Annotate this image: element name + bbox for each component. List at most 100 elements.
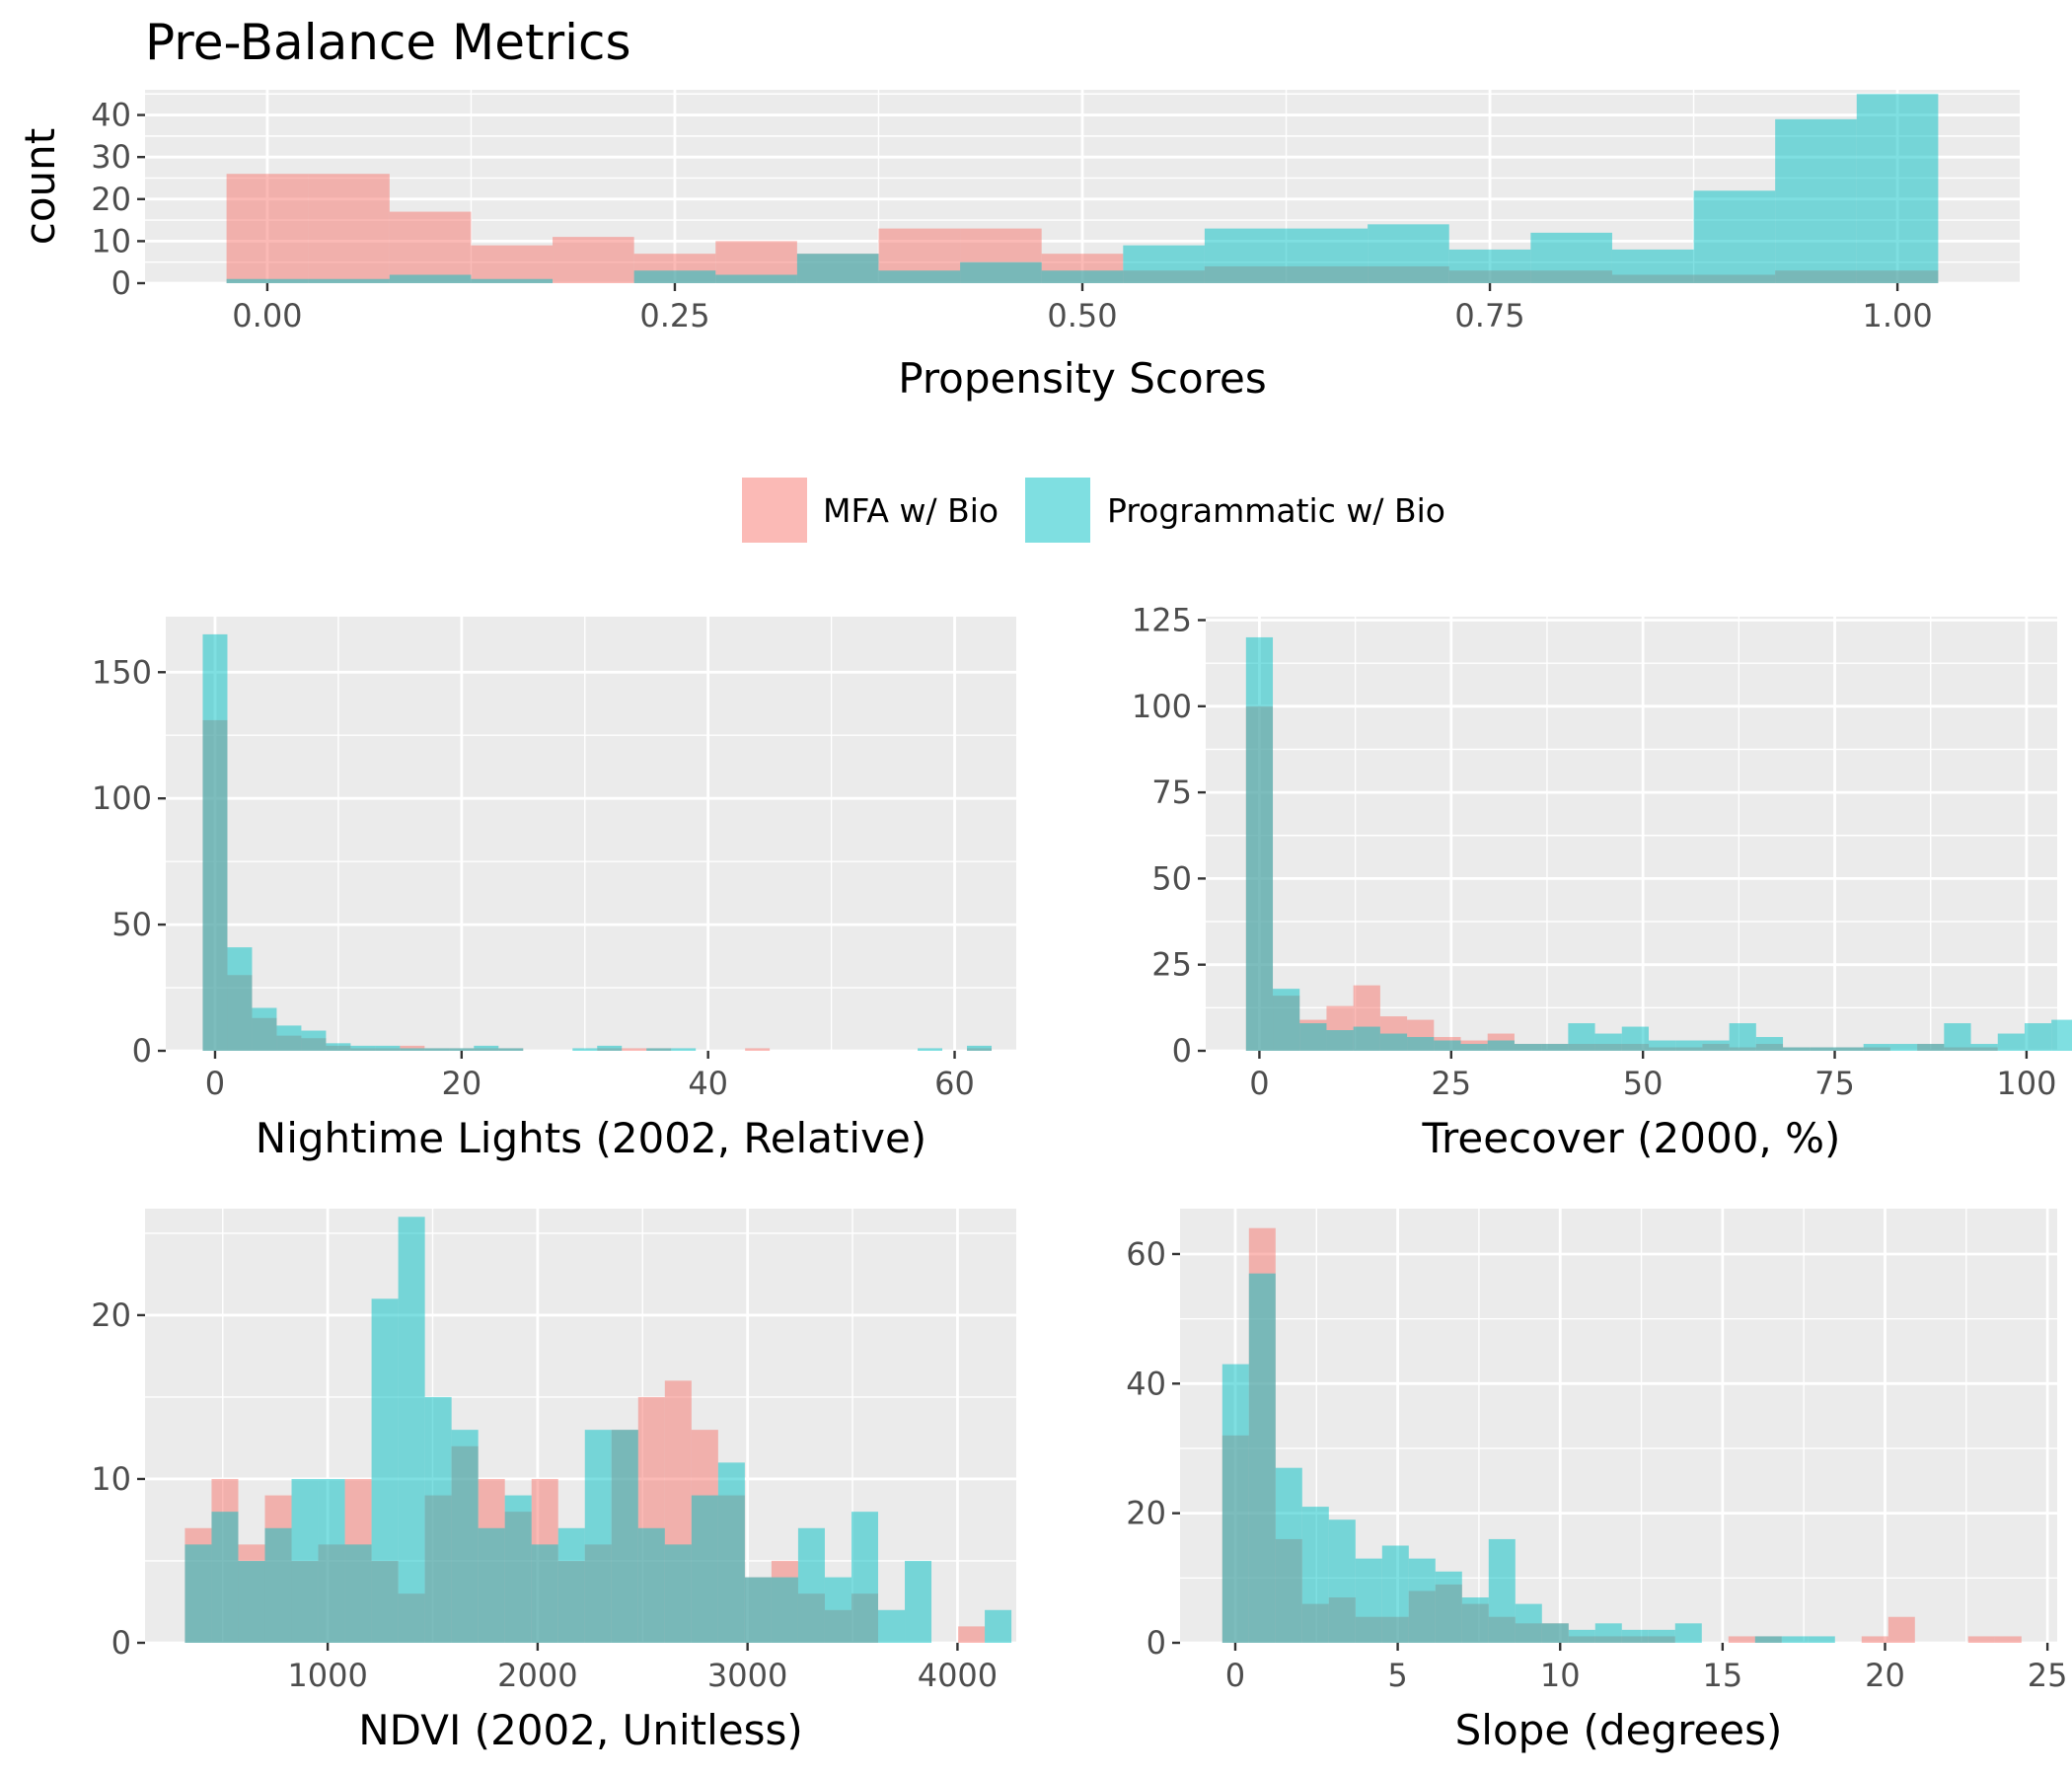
histogram-bar-programmatic — [227, 947, 253, 1051]
y-tick-label: 0 — [1147, 1624, 1166, 1662]
histogram-bar-mfa — [389, 211, 472, 283]
x-tick-label: 3000 — [707, 1657, 787, 1694]
histogram-bar-programmatic — [1754, 1636, 1782, 1643]
histogram-bar-programmatic — [744, 1577, 772, 1643]
histogram-bar-programmatic — [1970, 1044, 1998, 1051]
histogram-bar-programmatic — [1326, 1030, 1354, 1051]
y-tick-label: 100 — [1132, 688, 1192, 725]
histogram-bar-programmatic — [1808, 1636, 1835, 1643]
histogram-bar-programmatic — [1648, 1040, 1676, 1051]
y-tick-label: 20 — [1126, 1495, 1166, 1532]
histogram-bar-mfa — [958, 1626, 986, 1643]
histogram-bar-programmatic — [1204, 228, 1287, 283]
histogram-bar-programmatic — [557, 1527, 585, 1643]
histogram-bar-programmatic — [1515, 1603, 1542, 1643]
histogram-bar-programmatic — [796, 254, 879, 283]
x-tick-label: 2000 — [497, 1657, 577, 1694]
histogram-bar-programmatic — [371, 1298, 399, 1643]
legend-key-mfa — [742, 478, 807, 543]
y-tick-label: 60 — [1126, 1235, 1166, 1273]
histogram-bar-programmatic — [1248, 1273, 1276, 1643]
histogram-bar-programmatic — [471, 278, 554, 283]
y-tick-label: 30 — [91, 138, 131, 176]
histogram-bar-programmatic — [611, 1430, 638, 1643]
histogram-bar-programmatic — [664, 1544, 692, 1643]
x-tick-label: 100 — [1996, 1065, 2056, 1102]
histogram-bar-programmatic — [1530, 232, 1612, 283]
histogram-bar-programmatic — [424, 1048, 450, 1051]
histogram-bar-programmatic — [185, 1544, 212, 1643]
y-tick-label: 0 — [111, 1624, 131, 1662]
histogram-bar-mfa — [1728, 1636, 1755, 1643]
histogram-bar-programmatic — [1275, 1467, 1302, 1643]
histogram-bar-programmatic — [1755, 1037, 1784, 1051]
histogram-bar-programmatic — [1594, 1623, 1622, 1643]
x-tick-label: 20 — [441, 1065, 481, 1102]
x-tick-label: 10 — [1540, 1657, 1581, 1694]
histogram-bar-programmatic — [202, 633, 228, 1051]
histogram-bar-programmatic — [1514, 1044, 1542, 1051]
y-tick-label: 10 — [91, 222, 131, 259]
histogram-bar-programmatic — [1693, 190, 1776, 283]
x-axis-title: Treecover (2000, %) — [1422, 1114, 1841, 1162]
histogram-bar-programmatic — [918, 1048, 943, 1051]
figure-title: Pre-Balance Metrics — [145, 14, 631, 71]
panel-3: 0 25 50 75 100 0 25 50 75 100 125 Treecover (2000, … — [1132, 601, 2072, 1162]
histogram-bar-programmatic — [715, 274, 797, 283]
x-tick-label: 0.50 — [1047, 297, 1117, 334]
histogram-bar-programmatic — [1460, 1044, 1488, 1051]
histogram-bar-programmatic — [238, 1560, 265, 1643]
histogram-bar-programmatic — [691, 1495, 718, 1643]
histogram-bar-programmatic — [1674, 1623, 1702, 1643]
series-programmatic — [202, 633, 993, 1051]
histogram-bar-programmatic — [1355, 1558, 1382, 1643]
histogram-bar-programmatic — [1221, 1364, 1249, 1643]
y-tick-label: 40 — [1126, 1365, 1166, 1402]
histogram-bar-programmatic — [498, 1048, 524, 1051]
histogram-bar-programmatic — [797, 1527, 825, 1643]
histogram-bar-programmatic — [1856, 94, 1939, 284]
histogram-bar-programmatic — [1621, 1026, 1649, 1051]
histogram-bar-programmatic — [1123, 245, 1205, 283]
x-tick-label: 4000 — [918, 1657, 998, 1694]
x-tick-label: 5 — [1387, 1657, 1407, 1694]
histogram-bar-programmatic — [301, 1030, 327, 1051]
histogram-bar-programmatic — [478, 1527, 505, 1643]
histogram-bar-programmatic — [633, 270, 716, 283]
histogram-bar-programmatic — [985, 1609, 1012, 1643]
histogram-bar-mfa — [226, 174, 309, 283]
histogram-bar-programmatic — [1353, 1026, 1380, 1051]
panel-4: 1000 2000 3000 4000 0 10 20 NDVI (2002, Unitles… — [91, 1209, 1016, 1754]
histogram-bar-programmatic — [531, 1544, 558, 1643]
histogram-bar-programmatic — [1810, 1047, 1837, 1051]
histogram-bar-programmatic — [905, 1560, 932, 1643]
histogram-bar-programmatic — [1863, 1044, 1890, 1051]
histogram-bar-programmatic — [637, 1527, 665, 1643]
x-tick-label: 0.75 — [1454, 297, 1524, 334]
histogram-bar-programmatic — [318, 1478, 345, 1643]
panels: 0.00 0.25 0.50 0.75 1.00 0 10 20 30 40 Propensity … — [16, 90, 2072, 1754]
y-tick-label: 75 — [1151, 774, 1192, 811]
x-axis-title: Slope (degrees) — [1455, 1706, 1783, 1754]
x-axis-title: NDVI (2002, Unitless) — [358, 1706, 803, 1754]
histogram-bar-programmatic — [1461, 1597, 1489, 1643]
histogram-bar-mfa — [553, 237, 634, 283]
x-axis-title: Propensity Scores — [898, 354, 1267, 403]
y-tick-label: 0 — [1172, 1032, 1192, 1070]
histogram-bar-mfa — [308, 174, 390, 283]
histogram-bar-programmatic — [671, 1048, 697, 1051]
histogram-bar-programmatic — [276, 1025, 302, 1051]
histogram-bar-programmatic — [1648, 1629, 1675, 1643]
histogram-bar-programmatic — [211, 1512, 239, 1643]
histogram-bar-programmatic — [2024, 1023, 2052, 1051]
histogram-bar-programmatic — [1944, 1023, 1971, 1051]
histogram-bar-programmatic — [264, 1527, 292, 1643]
histogram-bar-programmatic — [1407, 1037, 1435, 1051]
histogram-bar-programmatic — [1487, 1040, 1515, 1051]
y-tick-label: 10 — [91, 1460, 131, 1498]
x-tick-label: 50 — [1623, 1065, 1664, 1102]
histogram-bar-mfa — [622, 1048, 647, 1051]
x-tick-label: 25 — [2028, 1657, 2068, 1694]
histogram-bar-programmatic — [350, 1045, 376, 1051]
